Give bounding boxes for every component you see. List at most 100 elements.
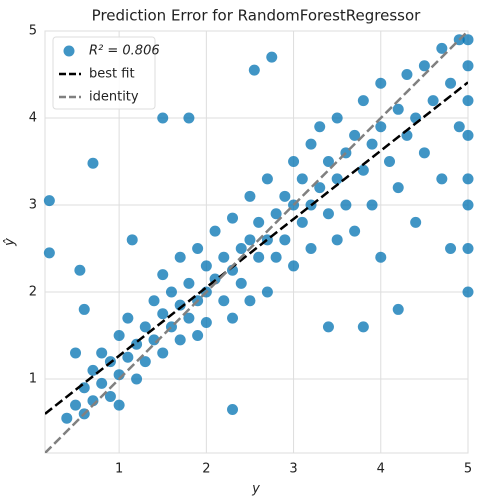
point <box>305 138 317 150</box>
point <box>192 330 204 342</box>
point <box>218 251 230 263</box>
point <box>462 95 474 107</box>
point <box>410 216 422 228</box>
point <box>43 247 55 259</box>
point <box>392 303 404 315</box>
point <box>74 264 86 276</box>
x-tick-label: 2 <box>202 462 210 477</box>
point <box>70 347 82 359</box>
point <box>183 112 195 124</box>
point <box>87 157 99 169</box>
point <box>349 225 361 237</box>
point <box>244 234 256 246</box>
point <box>401 69 413 81</box>
point <box>209 225 221 237</box>
point <box>384 156 396 168</box>
point <box>227 403 239 415</box>
point <box>183 277 195 289</box>
point <box>157 269 169 281</box>
point <box>218 295 230 307</box>
point <box>122 312 134 324</box>
point <box>157 347 169 359</box>
x-tick-label: 3 <box>289 462 297 477</box>
point <box>392 103 404 115</box>
point <box>288 156 300 168</box>
point <box>445 77 457 89</box>
point <box>261 286 273 298</box>
point <box>462 34 474 46</box>
point <box>462 60 474 72</box>
x-axis-label: y <box>251 482 260 497</box>
point <box>235 243 247 255</box>
point <box>322 156 334 168</box>
point <box>270 251 282 263</box>
y-tick-label: 4 <box>29 111 37 126</box>
x-tick-label: 5 <box>464 462 472 477</box>
point <box>331 173 343 185</box>
point <box>200 260 212 272</box>
legend-label: R² = 0.806 <box>89 44 160 59</box>
point <box>244 190 256 202</box>
point <box>261 173 273 185</box>
point <box>366 199 378 211</box>
point <box>331 112 343 124</box>
point <box>61 412 73 424</box>
x-tick-label: 4 <box>377 462 385 477</box>
point <box>183 312 195 324</box>
point <box>96 347 108 359</box>
point <box>331 234 343 246</box>
point <box>227 212 239 224</box>
point <box>418 60 430 72</box>
point <box>314 121 326 133</box>
point <box>357 95 369 107</box>
point <box>270 208 282 220</box>
point <box>296 216 308 228</box>
point <box>436 173 448 185</box>
point <box>375 251 387 263</box>
point <box>70 399 82 411</box>
point <box>126 234 138 246</box>
point <box>418 147 430 159</box>
y-tick-label: 2 <box>29 285 37 300</box>
y-tick-label: 3 <box>29 198 37 213</box>
point <box>288 260 300 272</box>
point <box>462 173 474 185</box>
legend-label: best fit <box>89 67 135 82</box>
point <box>305 243 317 255</box>
point <box>200 316 212 328</box>
point <box>253 251 265 263</box>
legend-marker <box>63 45 75 57</box>
point <box>445 243 457 255</box>
x-tick-label: 1 <box>115 462 123 477</box>
chart-title: Prediction Error for RandomForestRegress… <box>92 7 422 25</box>
point <box>357 164 369 176</box>
point <box>340 199 352 211</box>
point <box>462 129 474 141</box>
point <box>174 251 186 263</box>
point <box>314 182 326 194</box>
point <box>357 321 369 333</box>
point <box>453 121 465 133</box>
point <box>104 390 116 402</box>
point <box>235 277 247 289</box>
point <box>244 295 256 307</box>
point <box>279 190 291 202</box>
point <box>227 312 239 324</box>
point <box>131 373 143 385</box>
point <box>139 321 151 333</box>
point <box>322 208 334 220</box>
line <box>45 31 468 453</box>
point <box>375 121 387 133</box>
point <box>392 182 404 194</box>
point <box>366 138 378 150</box>
point <box>157 112 169 124</box>
point <box>296 173 308 185</box>
point <box>122 351 134 363</box>
point <box>78 382 90 394</box>
point <box>174 299 186 311</box>
y-tick-label: 1 <box>29 372 37 387</box>
point <box>174 334 186 346</box>
point <box>139 356 151 368</box>
legend-box <box>52 36 156 110</box>
